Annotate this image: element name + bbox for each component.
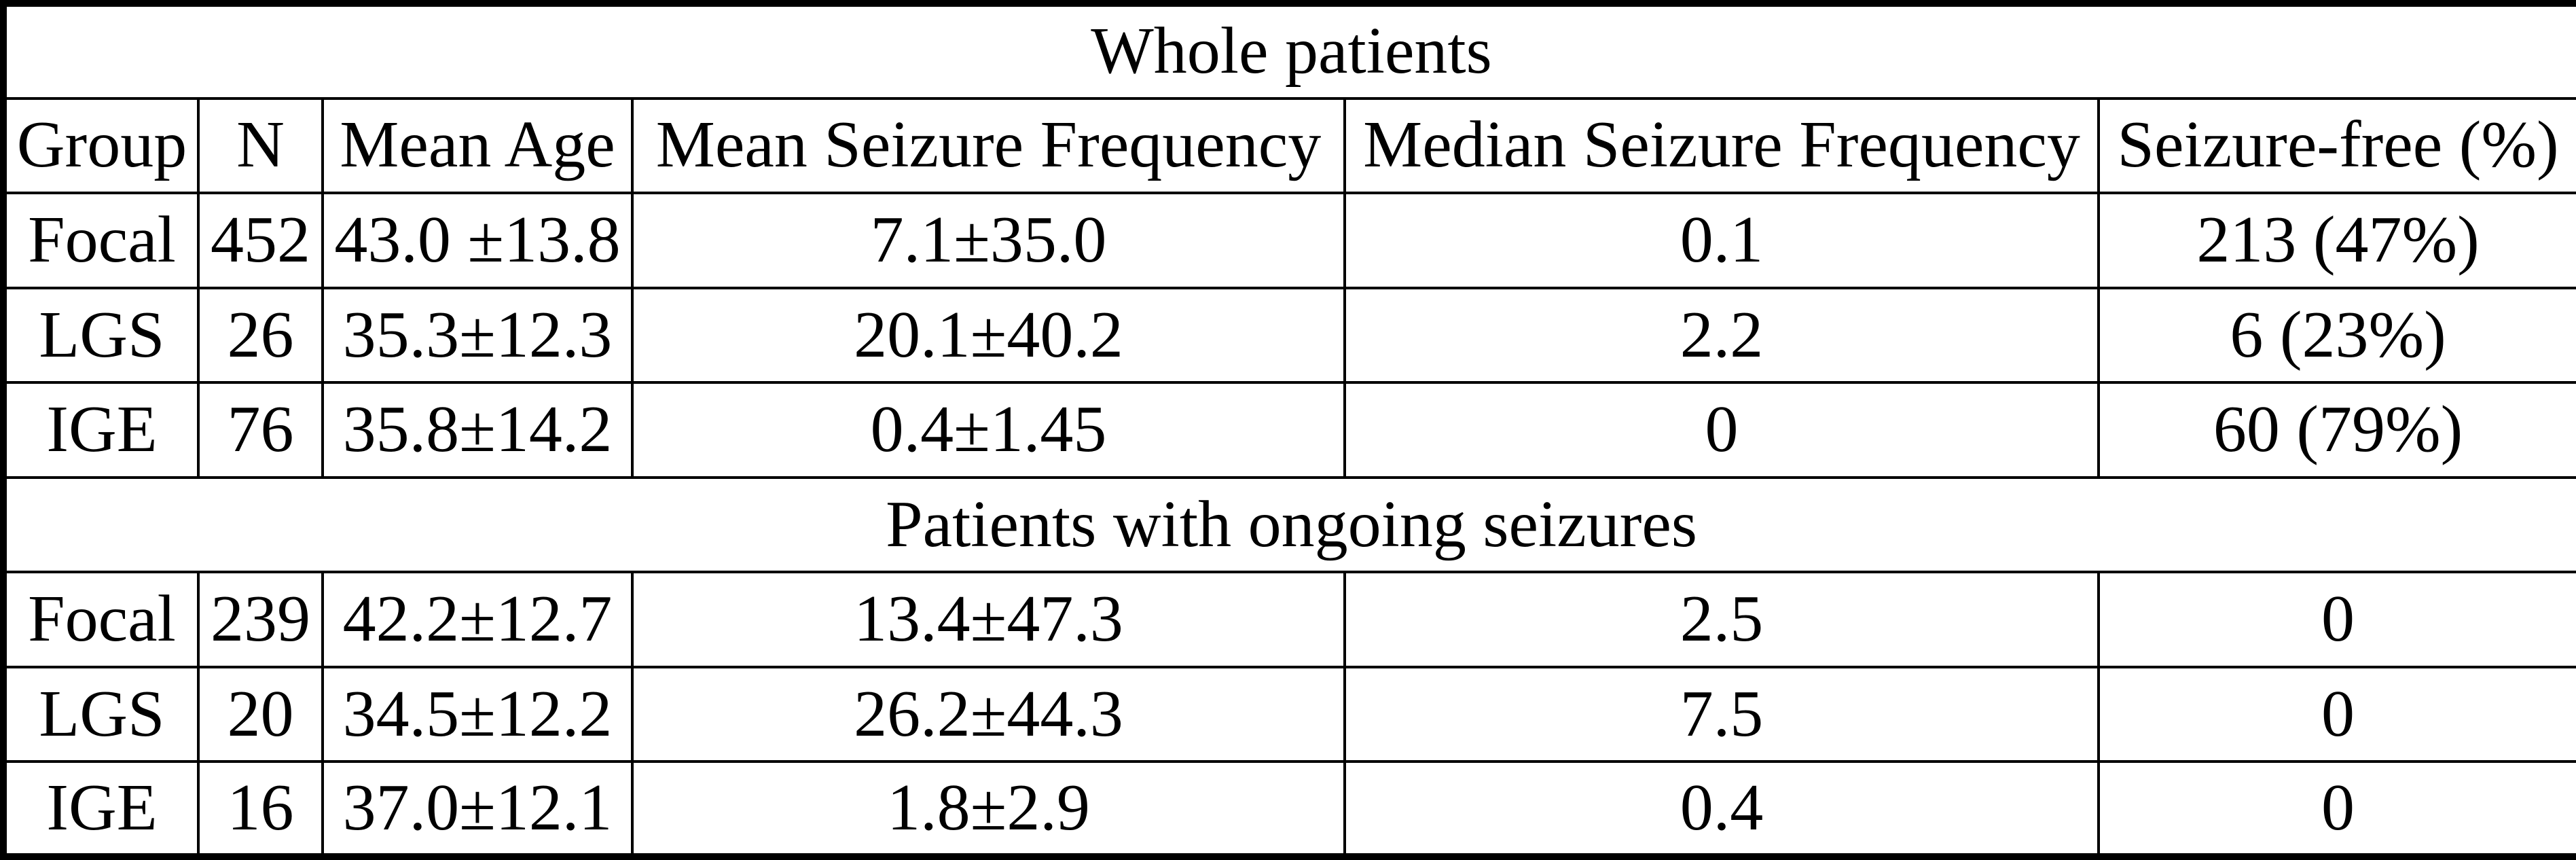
table-row-whole-focal: Focal 452 43.0 ±13.8 7.1±35.0 0.1 213 (4…: [2, 192, 2576, 289]
section-title-row-ongoing-seizures: Patients with ongoing seizures: [1, 476, 2576, 574]
cell-mean-age: 42.2±12.7: [321, 571, 634, 668]
cell-mean-seizure-frequency: 0.4±1.45: [631, 381, 1346, 479]
section-title-row-whole-patients: Whole patients: [1, 2, 2576, 100]
cell-n: 20: [197, 665, 324, 764]
cell-group: IGE: [2, 381, 200, 479]
table-row-ongoing-focal: Focal 239 42.2±12.7 13.4±47.3 2.5 0: [2, 571, 2576, 668]
cell-n: 26: [197, 286, 324, 384]
table-row-whole-ige: IGE 76 35.8±14.2 0.4±1.45 0 60 (79%): [2, 381, 2576, 479]
cell-group: Focal: [2, 192, 200, 289]
cell-group: LGS: [2, 665, 200, 764]
column-header-mean-age: Mean Age: [321, 96, 634, 195]
cell-median-seizure-frequency: 0.4: [1343, 760, 2100, 858]
cell-mean-seizure-frequency: 13.4±47.3: [631, 571, 1346, 668]
cell-median-seizure-frequency: 2.5: [1343, 571, 2100, 668]
section-title-whole-patients: Whole patients: [1, 2, 2576, 100]
table-row-whole-lgs: LGS 26 35.3±12.3 20.1±40.2 2.2 6 (23%): [2, 286, 2576, 384]
cell-mean-seizure-frequency: 7.1±35.0: [631, 192, 1346, 289]
cell-seizure-free: 60 (79%): [2097, 381, 2576, 479]
cell-seizure-free: 0: [2097, 571, 2576, 668]
column-header-group: Group: [2, 96, 200, 195]
cell-mean-age: 43.0 ±13.8: [321, 192, 634, 289]
cell-median-seizure-frequency: 0.1: [1343, 192, 2100, 289]
cell-seizure-free: 0: [2097, 760, 2576, 858]
cell-seizure-free: 213 (47%): [2097, 192, 2576, 289]
cell-group: IGE: [2, 760, 200, 858]
cell-seizure-free: 0: [2097, 665, 2576, 764]
section-title-ongoing-seizures: Patients with ongoing seizures: [1, 476, 2576, 574]
cell-group: LGS: [2, 286, 200, 384]
cell-n: 452: [197, 192, 324, 289]
cell-mean-age: 35.3±12.3: [321, 286, 634, 384]
cell-mean-age: 37.0±12.1: [321, 760, 634, 858]
cell-n: 76: [197, 381, 324, 479]
column-header-median-seizure-frequency: Median Seizure Frequency: [1343, 96, 2100, 195]
cell-seizure-free: 6 (23%): [2097, 286, 2576, 384]
cell-n: 16: [197, 760, 324, 858]
cell-mean-age: 35.8±14.2: [321, 381, 634, 479]
cell-mean-seizure-frequency: 20.1±40.2: [631, 286, 1346, 384]
cell-group: Focal: [2, 571, 200, 668]
cell-mean-seizure-frequency: 26.2±44.3: [631, 665, 1346, 764]
cell-n: 239: [197, 571, 324, 668]
table-row-ongoing-ige: IGE 16 37.0±12.1 1.8±2.9 0.4 0: [2, 760, 2576, 858]
cell-mean-seizure-frequency: 1.8±2.9: [631, 760, 1346, 858]
cell-median-seizure-frequency: 0: [1343, 381, 2100, 479]
column-header-mean-seizure-frequency: Mean Seizure Frequency: [631, 96, 1346, 195]
cell-median-seizure-frequency: 2.2: [1343, 286, 2100, 384]
column-header-row: Group N Mean Age Mean Seizure Frequency …: [2, 96, 2576, 195]
cell-median-seizure-frequency: 7.5: [1343, 665, 2100, 764]
column-header-seizure-free: Seizure-free (%): [2097, 96, 2576, 195]
cell-mean-age: 34.5±12.2: [321, 665, 634, 764]
table-row-ongoing-lgs: LGS 20 34.5±12.2 26.2±44.3 7.5 0: [2, 665, 2576, 764]
column-header-n: N: [197, 96, 324, 195]
